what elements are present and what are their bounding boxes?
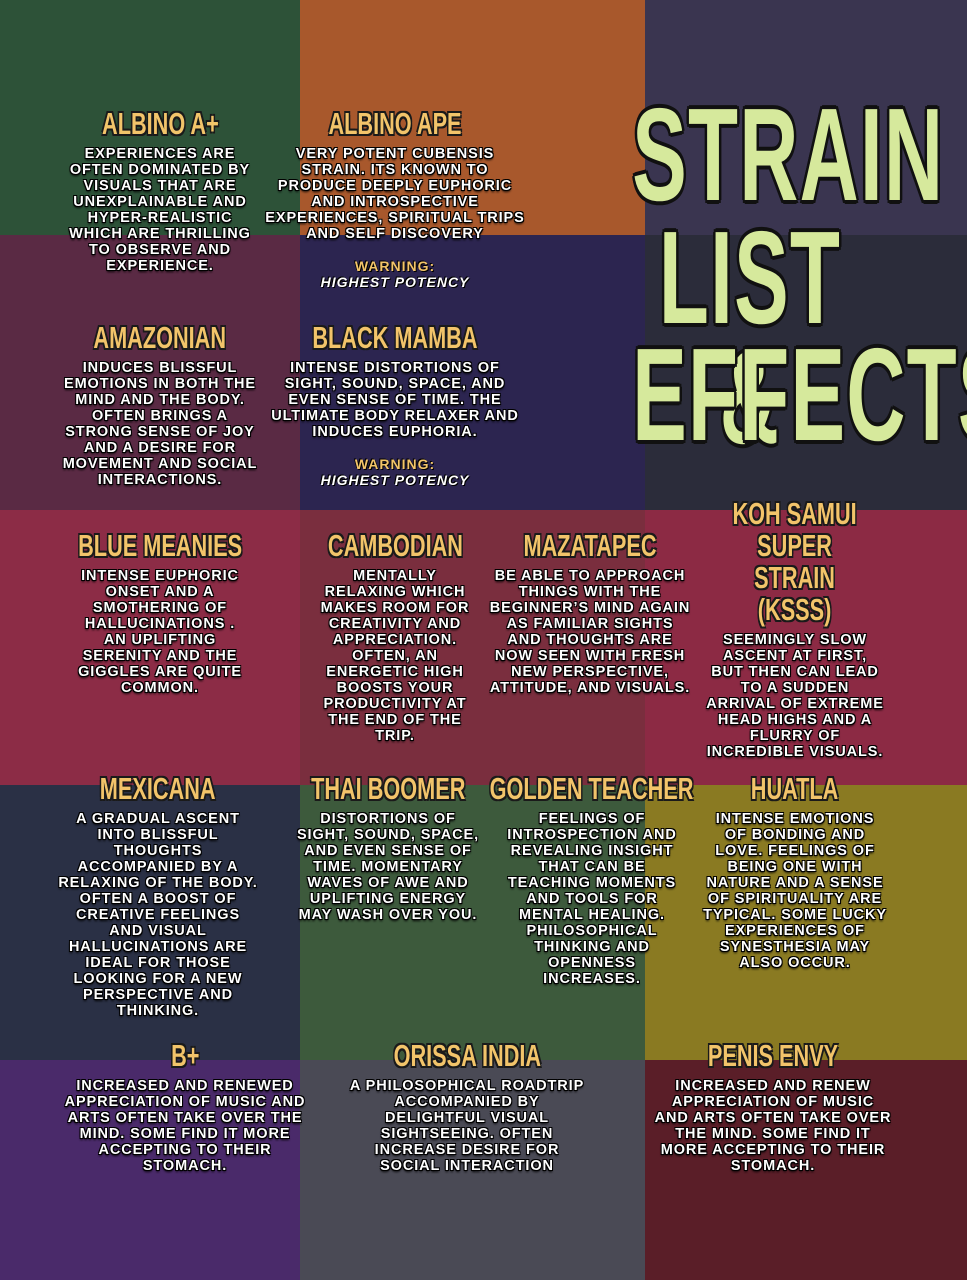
strain-name-wrap: HUATLA <box>703 773 888 805</box>
strain-name: MEXICANA <box>100 771 216 806</box>
strain-name-wrap: ORISSA INDIA <box>347 1040 587 1072</box>
strain-name-wrap: CAMBODIAN <box>310 530 480 562</box>
strain-name-wrap: MAZATAPEC <box>488 530 693 562</box>
strain-name-wrap: GOLDEN TEACHER <box>490 773 694 805</box>
strain-description: DISTORTIONS OF SIGHT, SOUND, SPACE, AND … <box>296 811 480 923</box>
strain-entry: BLUE MEANIES INTENSE EUPHORIC ONSET AND A… <box>75 530 245 697</box>
strain-name: GOLDEN TEACHER <box>490 771 694 806</box>
strain-name: ALBINO APE <box>328 106 462 141</box>
bg-tile <box>645 235 967 510</box>
strain-name: MAZATAPEC <box>523 528 657 563</box>
strain-description: INCREASED AND RENEW APPRECIATION OF MUSI… <box>654 1078 892 1174</box>
title-line: EFFECTS <box>632 321 967 468</box>
strain-description: INTENSE EMOTIONS OF BONDING AND LOVE. FE… <box>703 811 887 971</box>
strain-name-wrap: PENIS ENVY <box>653 1040 893 1072</box>
strain-name: ALBINO A+ <box>101 106 219 141</box>
strain-entry: B+ INCREASED AND RENEWED APPRECIATION OF … <box>55 1040 315 1175</box>
warning-text: HIGHEST POTENCY <box>320 274 470 290</box>
bg-tile <box>300 510 645 785</box>
bg-tile <box>300 0 645 235</box>
bg-tile <box>300 235 645 510</box>
bg-tile <box>645 510 967 785</box>
warning-label: WARNING: <box>354 258 436 274</box>
strain-description: SEEMINGLY SLOW ASCENT AT FIRST, BUT THEN… <box>706 632 884 760</box>
bg-tile <box>0 785 300 1060</box>
strain-name: THAI BOOMER <box>310 771 466 806</box>
strain-name-wrap: ALBINO APE <box>265 108 525 140</box>
strain-description: BE ABLE TO APPROACH THINGS WITH THE BEGI… <box>489 568 691 696</box>
strain-entry: CAMBODIAN MENTALLY RELAXING WHICH MAKES R… <box>310 530 480 745</box>
strain-description: FEELINGS OF INTROSPECTION AND REVEALING … <box>507 811 677 987</box>
strain-description: INTENSE DISTORTIONS OF SIGHT, SOUND, SPA… <box>271 360 519 440</box>
strain-name-wrap: AMAZONIAN <box>60 322 260 354</box>
strain-name-wrap: KOH SAMUI SUPER STRAIN (KSSS) <box>705 498 885 626</box>
bg-tile <box>0 235 300 510</box>
strain-name: HUATLA <box>751 771 839 806</box>
strain-entry: ALBINO APE VERY POTENT CUBENSIS STRAIN. I… <box>265 108 525 291</box>
bg-tile <box>300 785 645 1060</box>
strain-name-wrap: MEXICANA <box>58 773 258 805</box>
strain-description: INTENSE EUPHORIC ONSET AND A SMOTHERING … <box>78 568 242 696</box>
bg-tile <box>645 0 967 235</box>
strain-name: PENIS ENVY <box>707 1038 839 1073</box>
warning-label: WARNING: <box>354 456 436 472</box>
strain-entry: MAZATAPEC BE ABLE TO APPROACH THINGS WITH… <box>488 530 693 697</box>
strain-entry: ORISSA INDIA A PHILOSOPHICAL ROADTRIP ACC… <box>347 1040 587 1175</box>
bg-tile <box>0 1060 300 1280</box>
bg-tile <box>645 1060 967 1280</box>
strain-entry: PENIS ENVY INCREASED AND RENEW APPRECIATI… <box>653 1040 893 1175</box>
strain-entry: HUATLA INTENSE EMOTIONS OF BONDING AND LO… <box>703 773 888 972</box>
strain-name-wrap: BLUE MEANIES <box>75 530 245 562</box>
strain-name-wrap: THAI BOOMER <box>293 773 483 805</box>
bg-tile <box>300 1060 645 1280</box>
bg-tile <box>645 785 967 1060</box>
strain-entry: KOH SAMUI SUPER STRAIN (KSSS) SEEMINGLY S… <box>705 498 885 761</box>
strain-description: MENTALLY RELAXING WHICH MAKES ROOM FOR C… <box>320 568 470 744</box>
strain-name: KOH SAMUI SUPER STRAIN (KSSS) <box>732 496 858 627</box>
title-line: LIST & <box>658 204 842 471</box>
bg-tile <box>0 510 300 785</box>
strain-entry: AMAZONIAN INDUCES BLISSFUL EMOTIONS IN BO… <box>60 322 260 489</box>
strain-description: EXPERIENCES ARE OFTEN DOMINATED BY VISUA… <box>69 146 251 274</box>
strain-description: A PHILOSOPHICAL ROADTRIP ACCOMPANIED BY … <box>349 1078 585 1174</box>
strain-entry: BLACK MAMBA INTENSE DISTORTIONS OF SIGHT,… <box>270 322 520 489</box>
strain-entry: MEXICANA A GRADUAL ASCENT INTO BLISSFUL T… <box>58 773 258 1020</box>
strain-entry: THAI BOOMER DISTORTIONS OF SIGHT, SOUND, … <box>293 773 483 924</box>
strain-name: BLUE MEANIES <box>78 528 242 563</box>
strain-description: INCREASED AND RENEWED APPRECIATION OF MU… <box>64 1078 306 1174</box>
title-line: STRAIN <box>632 81 945 228</box>
strain-name: AMAZONIAN <box>93 320 227 355</box>
strain-name-wrap: ALBINO A+ <box>60 108 260 140</box>
strain-entry: ALBINO A+ EXPERIENCES ARE OFTEN DOMINATED… <box>60 108 260 275</box>
strain-name: CAMBODIAN <box>327 528 463 563</box>
strain-description: INDUCES BLISSFUL EMOTIONS IN BOTH THE MI… <box>62 360 258 488</box>
bg-tile <box>0 0 300 235</box>
strain-name-wrap: B+ <box>55 1040 315 1072</box>
strain-name: BLACK MAMBA <box>312 320 478 355</box>
strain-name: B+ <box>170 1038 200 1073</box>
strain-name-wrap: BLACK MAMBA <box>270 322 520 354</box>
strain-entry: GOLDEN TEACHER FEELINGS OF INTROSPECTION … <box>490 773 694 988</box>
strain-name: ORISSA INDIA <box>393 1038 541 1073</box>
strain-description: VERY POTENT CUBENSIS STRAIN. ITS KNOWN T… <box>265 146 525 242</box>
warning-text: HIGHEST POTENCY <box>320 472 470 488</box>
strain-description: A GRADUAL ASCENT INTO BLISSFUL THOUGHTS … <box>58 811 258 1019</box>
